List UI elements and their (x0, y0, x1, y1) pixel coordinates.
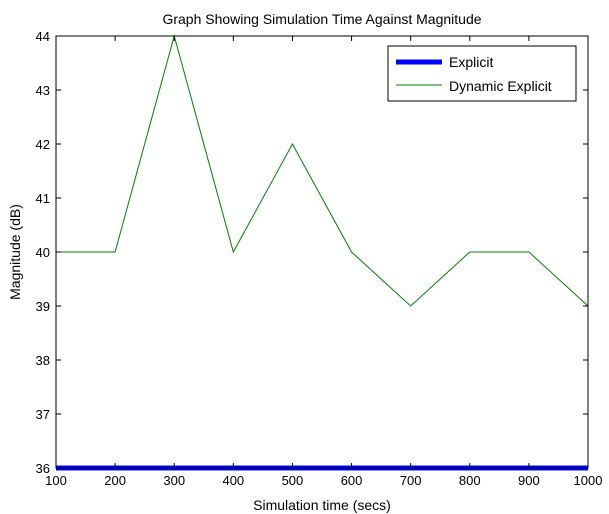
x-tick-label: 400 (222, 473, 244, 488)
legend-box (387, 45, 577, 102)
y-tick-label: 38 (36, 353, 50, 368)
y-tick-label: 42 (36, 137, 50, 152)
y-tick-label: 37 (36, 407, 50, 422)
x-tick-label: 100 (45, 473, 67, 488)
x-tick-label: 200 (104, 473, 126, 488)
y-tick-label: 36 (36, 461, 50, 476)
legend-label-dynamic-explicit: Dynamic Explicit (449, 78, 552, 94)
y-tick-label: 43 (36, 83, 50, 98)
x-tick-label: 900 (518, 473, 540, 488)
y-tick-label: 44 (36, 29, 50, 44)
x-tick-label: 800 (459, 473, 481, 488)
x-axis-label: Simulation time (secs) (253, 497, 391, 513)
x-tick-label: 500 (282, 473, 304, 488)
x-tick-label: 300 (163, 473, 185, 488)
x-tick-label: 600 (341, 473, 363, 488)
x-tick-label: 700 (400, 473, 422, 488)
legend-label-explicit: Explicit (449, 54, 493, 70)
y-tick-label: 41 (36, 191, 50, 206)
legend: Explicit Dynamic Explicit (387, 45, 577, 102)
y-axis-label: Magnitude (dB) (7, 204, 23, 300)
chart-title: Graph Showing Simulation Time Against Ma… (162, 11, 481, 27)
ticks-layer: 100 200 300 400 500 600 700 800 900 1000 36 37 38 39 4… (36, 29, 603, 488)
x-tick-label: 1000 (574, 473, 603, 488)
y-tick-label: 39 (36, 299, 50, 314)
series-line-1 (56, 34, 589, 307)
y-tick-label: 40 (36, 245, 50, 260)
